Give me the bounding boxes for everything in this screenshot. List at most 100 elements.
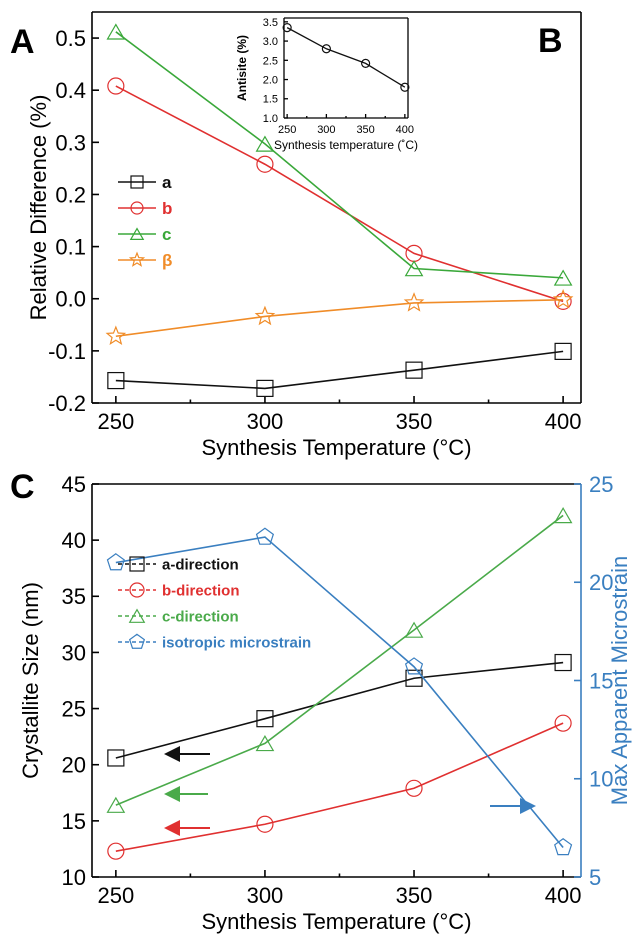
series-line-3: [115, 298, 564, 338]
y-tick-label: 2.5: [263, 55, 278, 67]
data-point-s1-0: [107, 77, 125, 95]
series-line-0: [286, 27, 406, 88]
y-tick-label: 25: [62, 696, 86, 721]
x-tick-label: 250: [97, 883, 134, 908]
data-point-s3-3: [554, 837, 573, 856]
y-tick-label: 0.2: [55, 182, 86, 207]
legend-label-3: β: [162, 251, 172, 270]
legend-label-3: isotropic microstrain: [162, 634, 311, 651]
legend-marker-1: [130, 201, 144, 215]
x-tick-label: 350: [356, 124, 374, 136]
y-tick-label: 0.1: [55, 235, 86, 260]
data-point-s3-0: [106, 553, 125, 571]
series-line-0: [115, 661, 564, 759]
legend-label-2: c: [162, 225, 171, 244]
data-point-s2-3: [553, 507, 573, 524]
legend-marker-2: [129, 227, 145, 240]
chart-b-inset: 250 300 350 400 1.0 1.5 2.0 2.5 3.0 3.5 Synthesis …: [235, 17, 418, 152]
y-tick-label: 3.5: [263, 17, 278, 29]
data-point-s0-2: [361, 58, 371, 68]
y-axis-label: Crystallite Size (nm): [18, 582, 43, 779]
y-tick-label: 1.5: [263, 94, 278, 106]
y-tick-label: 15: [62, 809, 86, 834]
legend-label-1: b-direction: [162, 582, 240, 599]
y-tick-label: 40: [62, 528, 86, 553]
data-point-s2-1: [255, 135, 275, 152]
data-point-s3-2: [403, 292, 425, 312]
x-tick-label: 250: [97, 409, 134, 434]
y2-axis-label: Max Apparent Microstrain: [607, 556, 632, 805]
data-point-s2-2: [404, 260, 424, 277]
data-point-s1-1: [256, 815, 274, 833]
series-line-0: [115, 350, 564, 390]
panel-label-a: A: [10, 23, 35, 61]
legend-label-2: c-direction: [162, 608, 239, 625]
data-point-s1-0: [107, 842, 125, 860]
data-point-s3-3: [552, 288, 574, 309]
data-point-s2-1: [255, 734, 275, 752]
series-line-2: [115, 514, 564, 806]
data-point-s1-1: [256, 155, 274, 173]
y-tick-label: 45: [62, 472, 86, 497]
legend-marker-0: [129, 556, 145, 572]
data-point-s1-2: [405, 779, 423, 797]
y2-tick-label: 10: [589, 767, 613, 792]
data-point-s2-0: [106, 23, 126, 40]
y-tick-label: 1.0: [263, 113, 278, 125]
series-line-1: [115, 722, 564, 852]
legend-marker-3: [128, 633, 146, 649]
data-point-s0-3: [554, 653, 572, 672]
legend-marker-1: [129, 582, 145, 598]
data-point-s3-0: [105, 325, 127, 346]
data-point-s3-1: [254, 305, 276, 326]
y-tick-label: 0.5: [55, 26, 86, 51]
y-axis-label: Antisite (%): [235, 35, 249, 101]
chart-a: 250 300 350 400 -0.2 -0.1 0.0 0.1 0.2 0.3 0.4 0.5 Sy…: [26, 11, 582, 460]
x-tick-label: 300: [247, 883, 284, 908]
panel-label-b: B: [538, 22, 563, 60]
data-point-s0-0: [107, 749, 125, 767]
x-tick-label: 400: [545, 883, 582, 908]
data-point-s0-1: [321, 44, 331, 54]
y2-tick-label: 5: [589, 865, 601, 890]
data-point-s0-1: [256, 379, 274, 398]
y-tick-label: 2.0: [263, 74, 278, 86]
y2-tick-label: 20: [589, 570, 613, 595]
legend-label-0: a-direction: [162, 556, 239, 573]
legend-label-1: b: [162, 199, 172, 218]
y-tick-label: -0.2: [48, 391, 86, 416]
y-axis-label: Relative Difference (%): [26, 95, 51, 321]
y-tick-label: -0.1: [48, 339, 86, 364]
x-tick-label: 350: [396, 409, 433, 434]
x-tick-label: 400: [396, 124, 414, 136]
legend-marker-2: [128, 608, 146, 623]
data-point-s0-0: [282, 23, 292, 33]
series-line-2: [115, 31, 564, 279]
data-point-s2-3: [553, 269, 573, 286]
series-line-1: [115, 85, 564, 303]
y-tick-label: 3.0: [263, 36, 278, 48]
y-tick-label: 0.4: [55, 78, 86, 103]
data-point-s1-3: [554, 292, 572, 310]
data-point-s0-3: [554, 342, 572, 360]
y-tick-label: 0.0: [55, 287, 86, 312]
data-point-s0-1: [256, 710, 274, 728]
data-point-s2-2: [404, 621, 424, 638]
y-tick-label: 0.3: [55, 130, 86, 155]
data-point-s3-1: [255, 527, 275, 545]
y2-tick-label: 15: [589, 668, 613, 693]
axis-arrows: [164, 746, 536, 836]
legend-label-0: a: [162, 173, 172, 192]
x-tick-label: 350: [396, 883, 433, 908]
data-point-s0-3: [400, 82, 410, 92]
series-line-3: [115, 536, 564, 849]
data-point-s0-0: [107, 371, 125, 390]
chart-c: 250 300 350 400 10 15 20 25 30 35 40 45 5 10 15 20 25 Syn…: [18, 472, 632, 934]
x-axis-label: Synthesis Temperature (°C): [201, 909, 471, 934]
x-axis-label: Synthesis Temperature (°C): [201, 435, 471, 460]
y-tick-label: 35: [62, 584, 86, 609]
data-point-s2-0: [106, 796, 126, 813]
panel-label-c: C: [10, 468, 35, 506]
y-tick-label: 20: [62, 753, 86, 778]
